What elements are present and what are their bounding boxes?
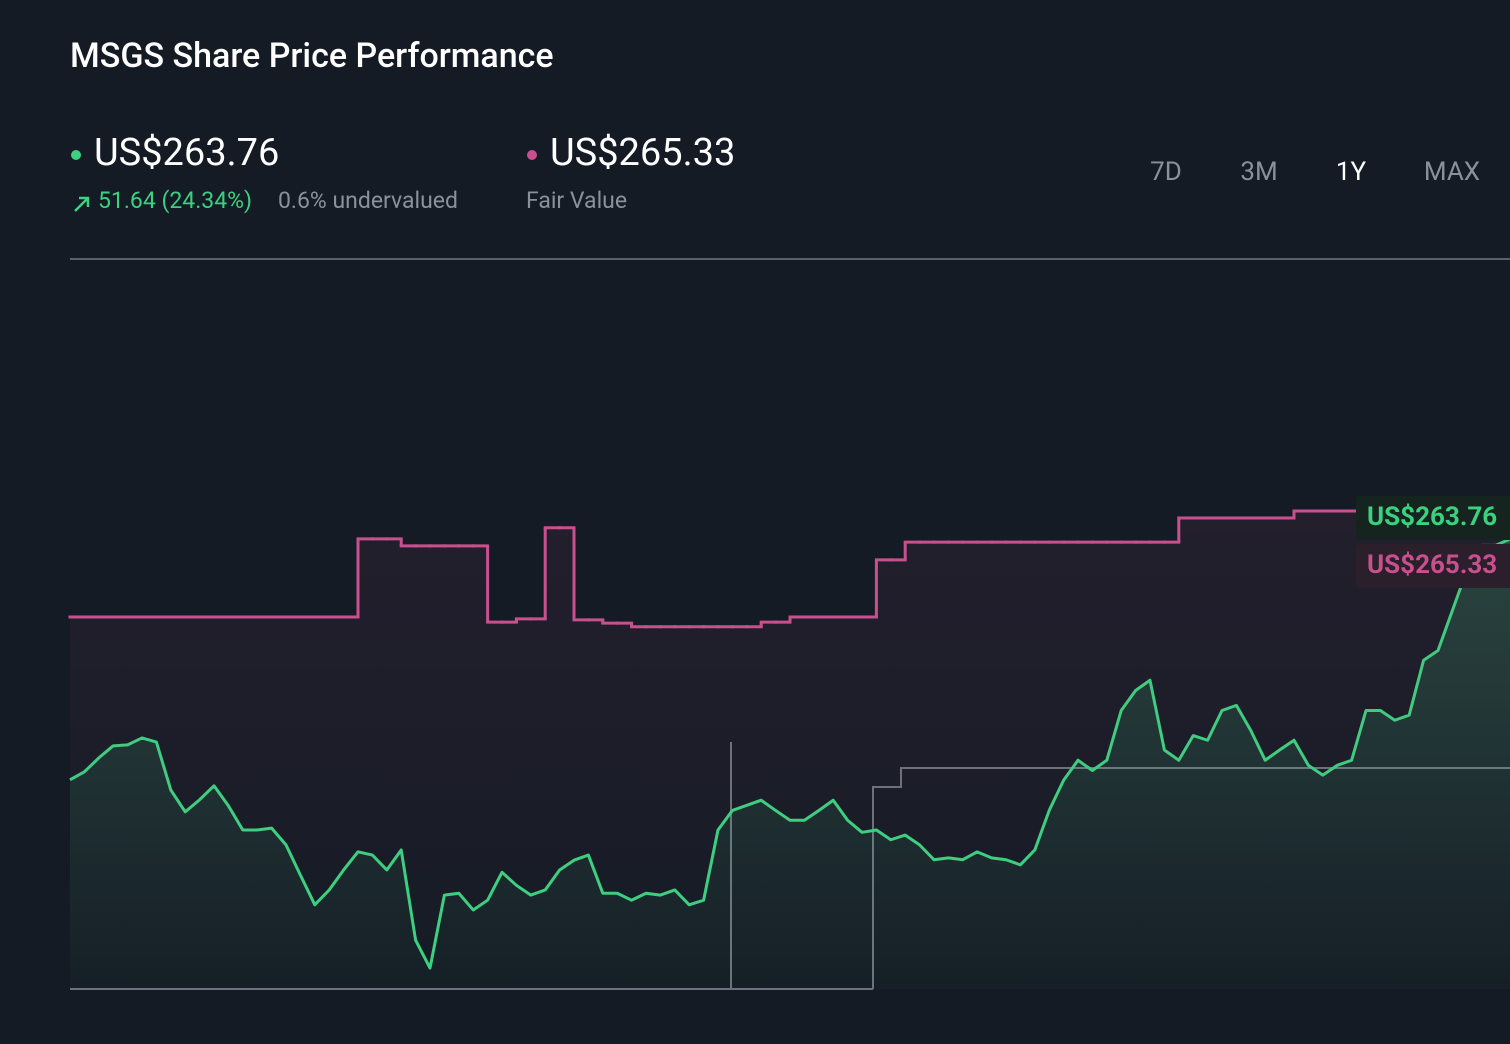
up-arrow <box>74 196 90 212</box>
valuation: 0.6% undervalued <box>278 187 458 214</box>
plot: US$263.76 US$265.33 <box>68 496 1510 989</box>
range-tab[interactable]: 3M <box>1240 157 1277 187</box>
end-label-box <box>1356 544 1510 588</box>
fair-value-price: US$265.33 <box>550 131 735 175</box>
range-tabs: 7D 3M 1Y MAX <box>1150 157 1480 187</box>
current-price: US$263.76 <box>94 131 279 175</box>
range-tab[interactable]: 7D <box>1150 157 1182 187</box>
fair-value-dot <box>527 150 537 160</box>
end-label: US$263.76 <box>1367 502 1497 532</box>
range-tab[interactable]: MAX <box>1424 157 1480 187</box>
range-tab[interactable]: 1Y <box>1336 157 1367 187</box>
end-label: US$265.33 <box>1367 550 1497 580</box>
fair-value-label: Fair Value <box>526 187 627 214</box>
price-dot <box>71 150 81 160</box>
fair-value-area <box>70 511 1510 989</box>
price-change: 51.64 (24.34%) <box>98 187 252 214</box>
end-label-box <box>1356 496 1510 540</box>
chart-title: MSGS Share Price Performance <box>70 36 554 76</box>
